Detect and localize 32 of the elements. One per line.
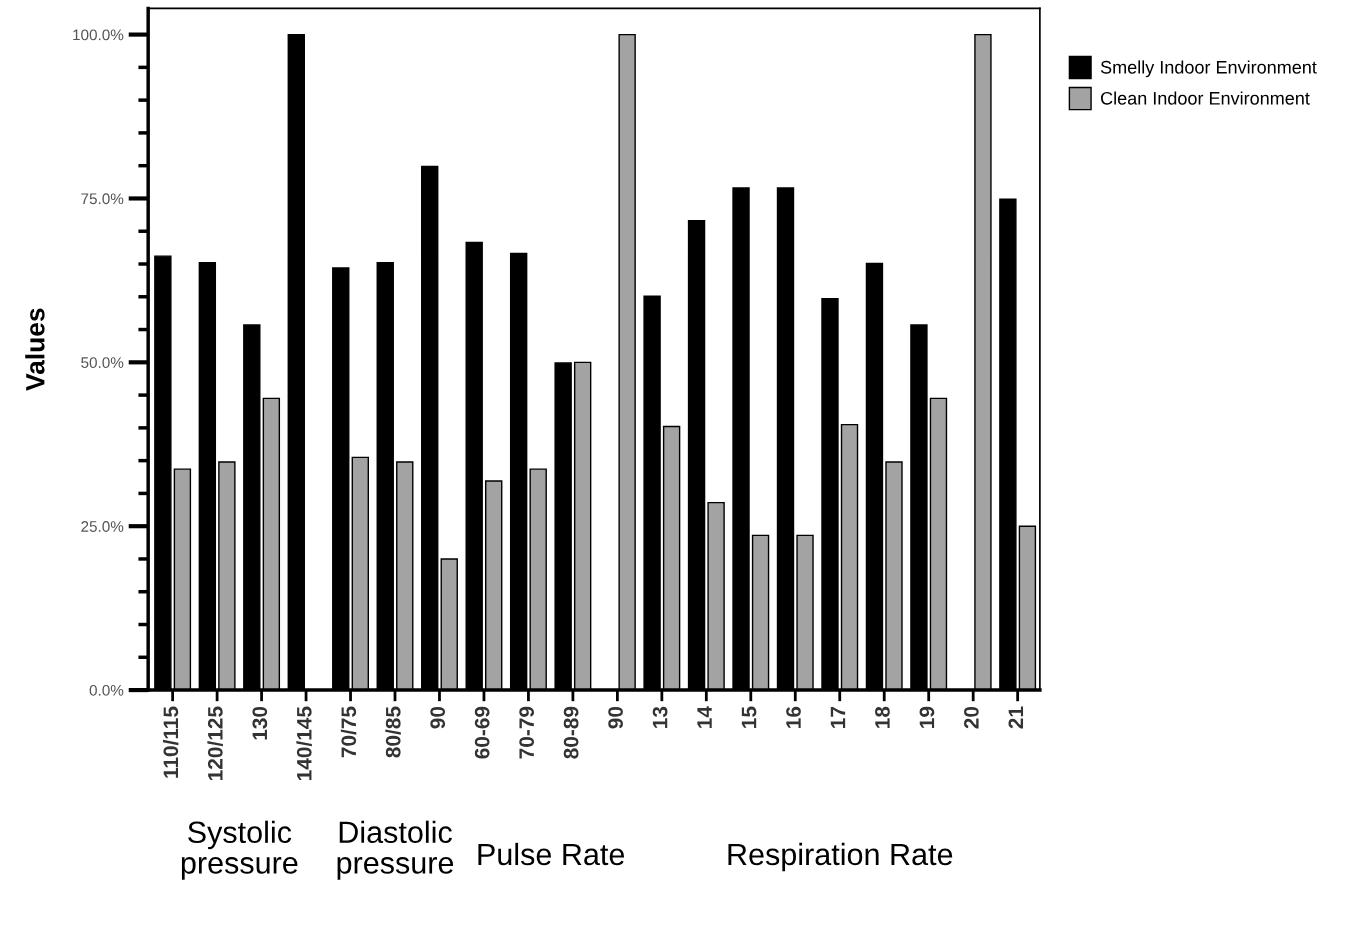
- y-tick-label: 25.0%: [81, 521, 124, 532]
- x-tick-label: 80/85: [385, 706, 401, 758]
- x-tick-label: 110/115: [162, 706, 179, 778]
- x-tick-label: 18: [875, 706, 890, 728]
- x-tick-label: 60-69: [474, 706, 490, 759]
- x-tick-label: 120/125: [207, 706, 223, 781]
- x-tick-label: 70-79: [519, 706, 535, 759]
- x-tick-label: 90: [430, 706, 446, 729]
- x-tick-label: 80-89: [563, 706, 579, 759]
- y-tick-label: 0.0%: [89, 684, 124, 696]
- text: Systolic pressure: [181, 820, 298, 880]
- x-tick-label: 17: [830, 706, 846, 728]
- x-tick-label: 140/145: [296, 706, 312, 781]
- x-tick-label: 20: [964, 706, 979, 729]
- x-tick-label: 130: [252, 706, 268, 740]
- x-tick-label: 70/75: [340, 706, 357, 758]
- y-tick-label: 50.0%: [81, 357, 124, 369]
- x-tick-label: 19: [919, 706, 935, 728]
- y-tick-label: 100.0%: [73, 29, 124, 41]
- text: Respiration Rate: [728, 842, 953, 872]
- text: Pulse Rate: [478, 842, 625, 866]
- x-tick-label: 21: [1008, 706, 1024, 729]
- x-tick-label: 13: [652, 706, 668, 728]
- x-tick-label: 14: [697, 706, 712, 728]
- legend-label: Smelly Indoor Environment: [1100, 60, 1317, 78]
- y-tick-label: 75.0%: [81, 193, 124, 205]
- x-tick-label: 90: [608, 706, 623, 729]
- text: Diastolic pressure: [337, 820, 454, 880]
- x-tick-label: 16: [786, 706, 801, 728]
- x-tick-label: 15: [741, 706, 757, 728]
- y-axis-title: Values: [25, 308, 45, 391]
- legend-label: Clean Indoor Environment: [1101, 91, 1310, 105]
